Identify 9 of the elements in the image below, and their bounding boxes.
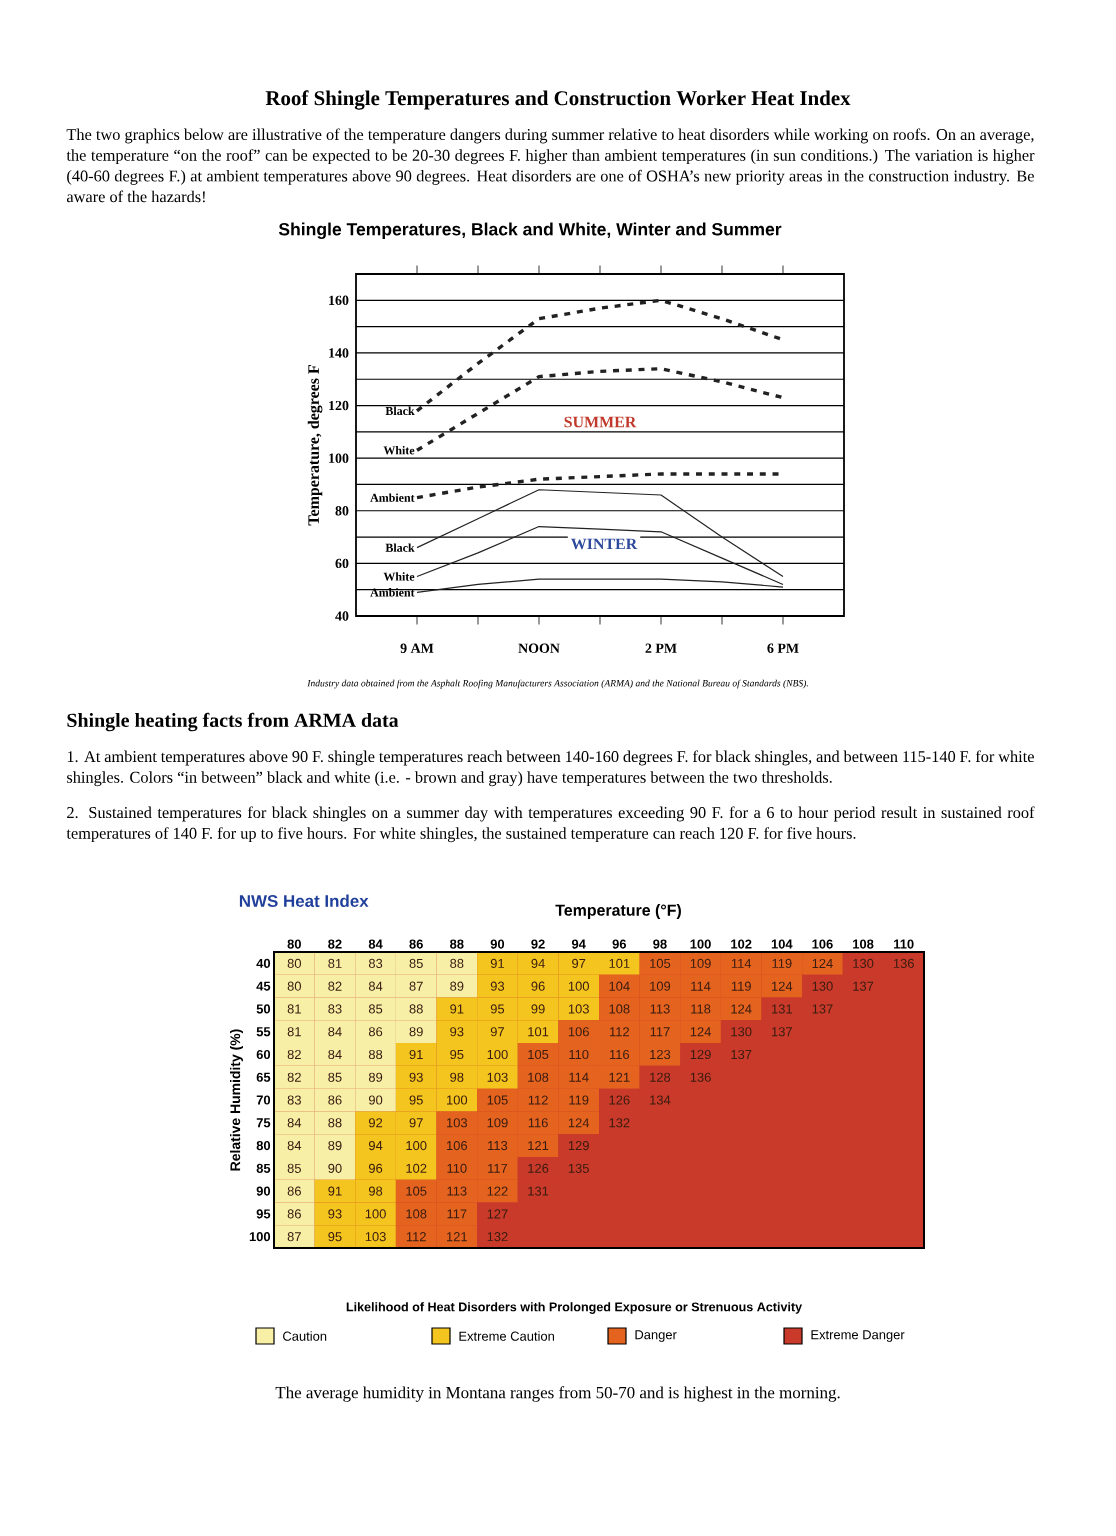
text: Roof Shingle Temperatures and Construction Worker Heat Index	[265, 90, 851, 110]
text: The average humidity in Montana ranges from 50-70 and is highest in the morning.	[275, 1386, 840, 1402]
text: 2. Sustained temperatures for black shingles on a summer day with temperatures exceeding 90 F. for a 6 to hour period result in sustained roof temperatures of 140 F. for up to five hours. For white shingles, the sustained temperature can reach 120 F. for five hours.	[66, 806, 1035, 843]
chart-title: NWS Heat Index	[239, 894, 369, 908]
text: Shingle heating facts from ARMA data	[67, 712, 399, 732]
chart-title: Shingle Temperatures, Black and White, Winter and Summer	[278, 222, 782, 240]
line-series	[415, 298, 785, 413]
text: 1. At ambient temperatures above 90 F. shingle temperatures reach between 140-160 degrees F. for black shingles, and between 115-140 F. for white shingles. Colors “in between” black and white (i.e. - brown and gray) have temperatures between the two thresholds.	[67, 750, 1034, 787]
text: The two graphics below are illustrative of the temperature dangers during summer relative to heat disorders while working on roofs. On an average, the temperature “on the roof” can be expected to be 20-30 degrees F. higher than ambient temperatures (in sun conditions.) The variation is higher (40-60 degrees F.) at ambient temperatures above 90 degrees. Heat disorders are one of OSHA’s new priority areas in the construction industry. Be aware of the hazards!	[66, 128, 1035, 203]
